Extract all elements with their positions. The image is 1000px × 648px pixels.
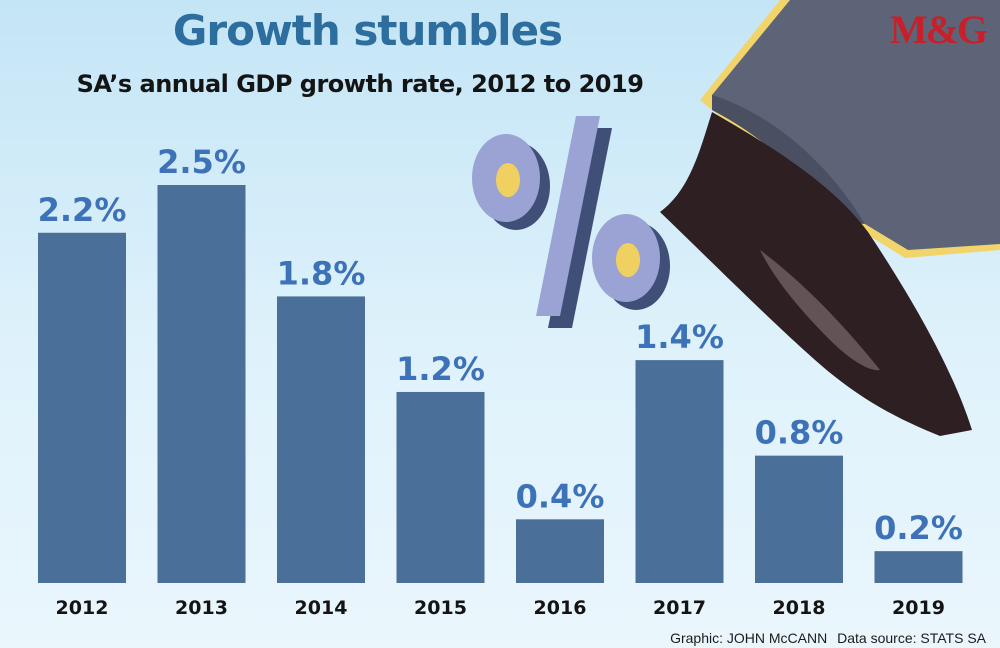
chart-title: Growth stumbles xyxy=(172,6,563,55)
trouser-sleeve xyxy=(712,0,1000,250)
bar-2014 xyxy=(277,296,365,583)
value-label-2017: 1.4% xyxy=(635,318,724,356)
decorative-illustration xyxy=(472,0,1000,436)
bar-2017 xyxy=(635,360,724,583)
value-label-2016: 0.4% xyxy=(516,477,605,515)
x-tick-2018: 2018 xyxy=(773,597,826,619)
shoe-shine xyxy=(760,250,880,371)
source-credit: Data source: STATS SA xyxy=(837,630,986,646)
x-tick-2015: 2015 xyxy=(414,597,467,619)
bar-2015 xyxy=(396,391,485,583)
value-labels-group: 2.2% 2.5% 1.8% 1.2% 0.4% 1.4% 0.8% 0.2% xyxy=(38,143,963,547)
x-tick-2017: 2017 xyxy=(653,597,706,619)
bar-2019 xyxy=(874,551,963,583)
value-label-2018: 0.8% xyxy=(755,414,844,452)
value-label-2012: 2.2% xyxy=(38,191,127,229)
x-tick-2014: 2014 xyxy=(295,597,348,619)
bar-2013 xyxy=(157,185,246,583)
shoe xyxy=(660,112,972,436)
bar-2012 xyxy=(38,232,126,583)
x-tick-2013: 2013 xyxy=(175,597,228,619)
value-label-2015: 1.2% xyxy=(396,350,485,388)
brand-logo: M&G xyxy=(889,7,988,52)
bars-group xyxy=(38,185,963,583)
bar-2016 xyxy=(516,519,604,583)
value-label-2014: 1.8% xyxy=(277,254,366,292)
bar-2018 xyxy=(755,455,843,583)
value-label-2013: 2.5% xyxy=(157,143,246,181)
x-tick-2019: 2019 xyxy=(892,597,945,619)
percent-sign-icon xyxy=(472,116,670,328)
x-tick-labels-group: 2012 2013 2014 2015 2016 2017 2018 2019 xyxy=(56,597,945,619)
credits: Graphic: JOHN McCANN Data source: STATS … xyxy=(664,630,986,646)
value-label-2019: 0.2% xyxy=(874,509,963,547)
x-tick-2012: 2012 xyxy=(56,597,109,619)
x-tick-2016: 2016 xyxy=(534,597,587,619)
graphic-credit: Graphic: JOHN McCANN xyxy=(670,630,828,646)
chart-subtitle: SA’s annual GDP growth rate, 2012 to 201… xyxy=(76,70,644,98)
